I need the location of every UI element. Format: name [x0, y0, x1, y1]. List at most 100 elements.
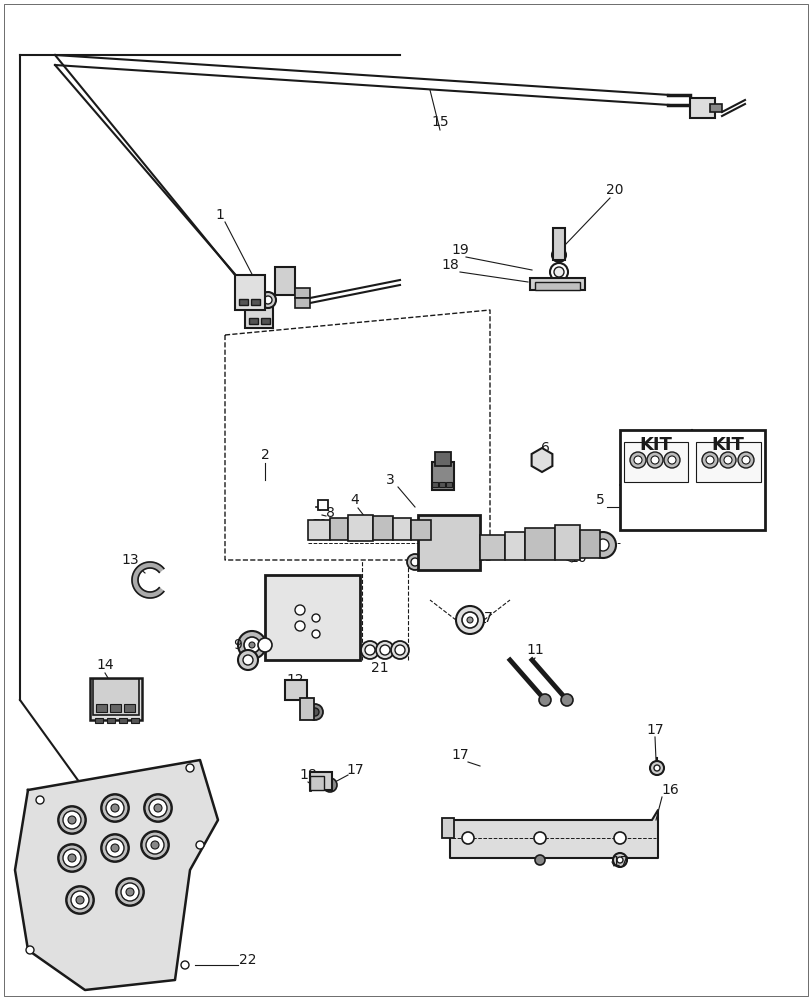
Bar [579, 530, 599, 558]
Circle shape [323, 778, 337, 792]
Circle shape [380, 645, 389, 655]
Bar [534, 282, 579, 290]
Circle shape [406, 554, 423, 570]
Text: 12: 12 [285, 673, 303, 687]
Circle shape [141, 831, 169, 859]
Circle shape [311, 708, 319, 716]
Circle shape [154, 804, 162, 812]
Circle shape [238, 650, 258, 670]
Text: 9: 9 [234, 638, 242, 652]
Circle shape [723, 456, 731, 464]
Bar [525, 528, 554, 560]
Circle shape [238, 631, 266, 659]
Bar [249, 318, 258, 324]
Text: 18: 18 [440, 258, 458, 272]
Circle shape [106, 799, 124, 817]
Circle shape [58, 844, 86, 872]
Bar [445, 482, 452, 487]
Text: 15: 15 [431, 115, 448, 129]
Circle shape [667, 456, 676, 464]
Circle shape [181, 961, 189, 969]
Circle shape [456, 606, 483, 634]
Bar [93, 679, 139, 715]
Circle shape [705, 456, 713, 464]
Text: 17: 17 [345, 763, 363, 777]
Circle shape [613, 832, 625, 844]
Circle shape [148, 799, 167, 817]
Bar [441, 818, 453, 838]
Circle shape [650, 456, 659, 464]
Text: 19: 19 [451, 243, 468, 257]
Circle shape [553, 267, 564, 277]
Circle shape [144, 794, 172, 822]
Text: 17: 17 [611, 855, 628, 869]
Circle shape [560, 694, 573, 706]
Circle shape [365, 645, 375, 655]
Polygon shape [15, 760, 217, 990]
Circle shape [36, 796, 44, 804]
Circle shape [260, 292, 276, 308]
Bar [418, 515, 479, 570]
Circle shape [66, 886, 94, 914]
Text: 8: 8 [325, 506, 334, 520]
Text: 14: 14 [96, 658, 114, 672]
Circle shape [311, 614, 320, 622]
Bar [245, 296, 272, 328]
Circle shape [312, 520, 323, 530]
Polygon shape [132, 562, 164, 598]
Circle shape [539, 694, 551, 706]
Bar [238, 299, 247, 305]
Bar [285, 680, 307, 700]
Circle shape [741, 456, 749, 464]
Bar [119, 718, 127, 723]
Circle shape [68, 854, 76, 862]
Circle shape [151, 841, 159, 849]
Bar [131, 718, 139, 723]
Bar [623, 442, 687, 482]
Circle shape [737, 452, 753, 468]
Bar [275, 267, 294, 295]
Circle shape [549, 263, 568, 281]
Text: 17: 17 [646, 723, 663, 737]
Circle shape [294, 605, 305, 615]
Text: 5: 5 [595, 493, 603, 507]
Bar [310, 776, 324, 790]
Bar [310, 772, 332, 790]
Bar [124, 704, 135, 712]
Text: 2: 2 [260, 448, 269, 462]
Bar [234, 275, 264, 310]
Bar [109, 704, 121, 712]
Circle shape [590, 532, 616, 558]
Bar [393, 518, 410, 540]
Circle shape [410, 558, 418, 566]
Circle shape [76, 896, 84, 904]
Bar [299, 698, 314, 720]
Circle shape [264, 296, 272, 304]
Circle shape [126, 888, 134, 896]
Bar [620, 430, 764, 530]
Circle shape [101, 834, 129, 862]
Bar [329, 518, 348, 540]
Circle shape [461, 832, 474, 844]
Bar [90, 678, 142, 720]
Text: 17: 17 [451, 748, 468, 762]
Bar [439, 482, 444, 487]
Circle shape [58, 806, 86, 834]
Bar [695, 442, 760, 482]
Text: KIT: KIT [710, 436, 744, 454]
Circle shape [596, 539, 608, 551]
Circle shape [294, 621, 305, 631]
Text: 8: 8 [565, 538, 573, 552]
Circle shape [649, 761, 663, 775]
Bar [372, 516, 393, 540]
Text: 10: 10 [569, 551, 586, 565]
Circle shape [111, 844, 119, 852]
Circle shape [629, 452, 646, 468]
Text: 16: 16 [660, 783, 678, 797]
Bar [294, 298, 310, 308]
Bar [479, 535, 504, 560]
Circle shape [146, 836, 164, 854]
Circle shape [702, 452, 717, 468]
Bar [709, 104, 721, 112]
Text: 21: 21 [371, 661, 388, 675]
